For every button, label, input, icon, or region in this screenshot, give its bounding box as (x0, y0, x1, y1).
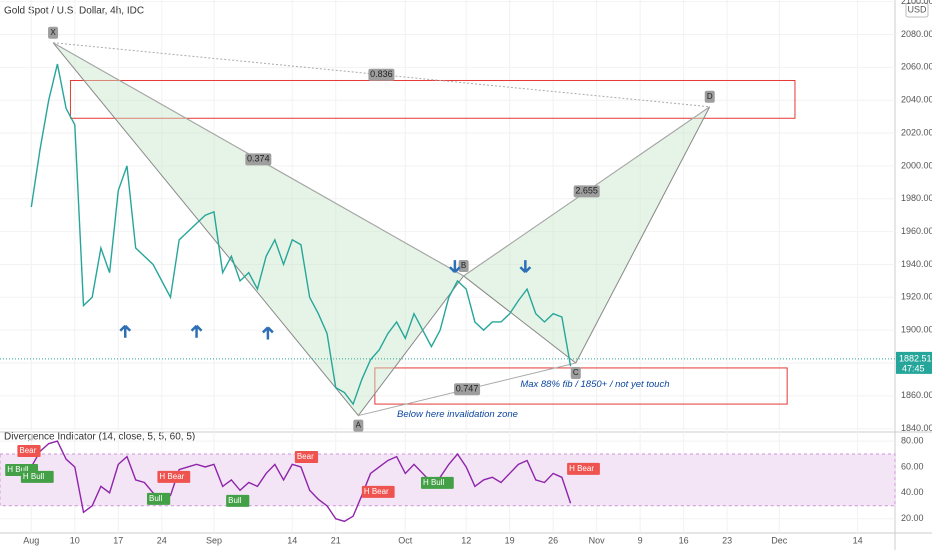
x-tick-label: 14 (853, 535, 863, 545)
point-box (458, 259, 469, 272)
signal-box (17, 445, 41, 458)
arrow (262, 326, 274, 340)
series-line (30, 63, 572, 406)
arrow (519, 260, 532, 273)
zone (69, 79, 796, 119)
y-tick-label: 1940.00 (901, 259, 932, 269)
signal-box (20, 470, 54, 483)
x-tick-label: 23 (722, 535, 732, 545)
currency-box[interactable] (905, 2, 929, 18)
y-tick-label: 2000.00 (901, 160, 932, 170)
ratio-label: 0.747 (456, 384, 479, 394)
y-tick-label: 40.00 (901, 487, 924, 497)
annotation: Max 88% fib / 1850+ / not yet touch (520, 379, 669, 390)
x-tick-label: 12 (461, 535, 471, 545)
point-box (570, 367, 581, 380)
x-tick-label: Sep (206, 535, 222, 545)
chart-title: Gold Spot / U.S. Dollar, 4h, IDC (4, 6, 144, 17)
signal-box (294, 450, 319, 463)
signal-label: H Bull (7, 465, 29, 474)
arrow (190, 324, 203, 338)
y-tick-label: 2060.00 (901, 62, 932, 72)
y-tick-label: 2020.00 (901, 127, 932, 137)
indicator-title: Divergence Indicator (14, close, 5, 5, 6… (4, 432, 195, 443)
x-tick-label: Dec (771, 535, 788, 545)
ratio-box (368, 68, 395, 81)
y-tick-label: 20.00 (901, 513, 924, 523)
point-label: C (573, 368, 579, 377)
y-tick-label: 1900.00 (901, 325, 932, 335)
signal-label: Bear (19, 446, 36, 455)
signal-label: H Bear (159, 472, 184, 481)
last-price-box (896, 351, 932, 374)
signal-box (567, 462, 600, 475)
point-label: A (356, 421, 362, 430)
signal-box (157, 470, 191, 483)
signal-label: Bear (297, 452, 314, 461)
annotation: Below here invalidation zone (397, 409, 518, 420)
signal-box (361, 485, 395, 498)
currency: USD (907, 4, 927, 14)
y-tick-label: 1960.00 (901, 226, 932, 236)
signal-box (226, 494, 250, 507)
signal-box (146, 492, 171, 505)
ratio-label: 2.655 (575, 186, 598, 196)
y-tick-label: 60.00 (901, 461, 924, 471)
zone (374, 367, 788, 405)
point-box (704, 90, 715, 103)
last-price: 1882.51 (899, 353, 932, 363)
y-tick-label: 80.00 (901, 435, 924, 445)
x-tick-label: 19 (505, 535, 515, 545)
x-tick-label: 14 (287, 535, 297, 545)
x-tick-label: 24 (157, 535, 167, 545)
point-label: B (461, 261, 466, 270)
ratio-box (245, 153, 272, 166)
signal-label: H Bull (423, 478, 445, 487)
x-tick-label: 17 (113, 535, 123, 545)
x-tick-label: 10 (70, 535, 80, 545)
ratio-label: 0.836 (370, 69, 393, 79)
signal-label: H Bear (569, 464, 594, 473)
y-tick-label: 1980.00 (901, 193, 932, 203)
x-tick-label: 9 (638, 535, 643, 545)
x-tick-label: Nov (589, 535, 606, 545)
y-tick-label: 1840.00 (901, 423, 932, 433)
point-label: D (707, 92, 713, 101)
x-tick-label: Oct (398, 535, 413, 545)
y-tick-label: 2100.00 (901, 0, 932, 6)
y-tick-label: 1860.00 (901, 390, 932, 400)
signal-label: Bull (228, 496, 242, 505)
point-label: X (50, 28, 56, 37)
arrow (119, 324, 132, 338)
y-tick-label: 2040.00 (901, 95, 932, 105)
ratio-label: 0.374 (247, 154, 270, 164)
series-line (30, 440, 572, 523)
signal-box (420, 476, 454, 489)
y-tick-label: 1920.00 (901, 292, 932, 302)
x-tick-label: 21 (331, 535, 341, 545)
countdown: 47:45 (902, 363, 925, 373)
ratio-box (573, 185, 600, 198)
ratio-box (454, 383, 481, 396)
point-box (353, 419, 364, 432)
x-tick-label: 26 (548, 535, 558, 545)
signal-label: Bull (149, 494, 163, 503)
x-tick-label: Aug (23, 535, 39, 545)
signal-label: H Bull (23, 472, 45, 481)
arrow (449, 260, 461, 273)
signal-label: H Bear (364, 487, 389, 496)
x-tick-label: 16 (679, 535, 689, 545)
y-tick-label: 2080.00 (901, 29, 932, 39)
point-box (48, 26, 59, 39)
